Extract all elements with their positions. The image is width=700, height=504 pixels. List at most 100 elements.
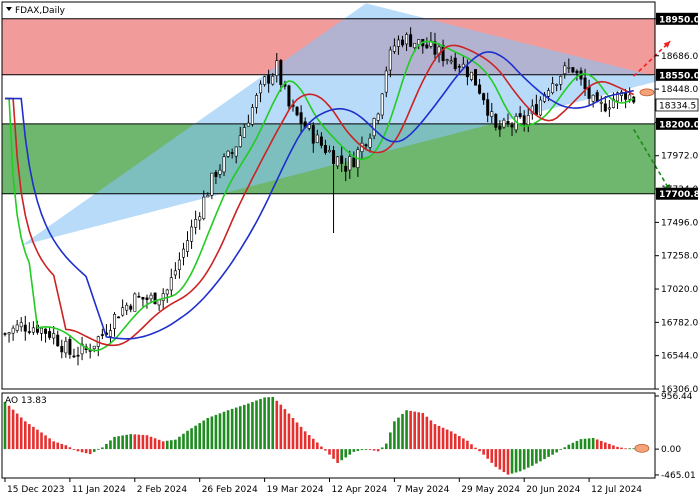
time-axis: 15 Dec 2023 11 Jan 2024 2 Feb 2024 26 Feb 2… (4, 478, 642, 495)
candle-body (518, 113, 522, 118)
ao-bar (352, 449, 356, 452)
ao-bar (56, 442, 60, 450)
ao-bar (364, 449, 368, 450)
candle-body (238, 135, 242, 147)
candle-body (129, 305, 133, 310)
level-badge-label: 18950.0 (659, 15, 700, 25)
price-tick-label: 16306.0 (661, 385, 698, 395)
ao-bar (518, 449, 522, 472)
ao-bar (157, 439, 161, 450)
ao-bar (36, 429, 39, 450)
candle-body (92, 345, 96, 349)
ao-bar (510, 449, 514, 474)
ao-bar (547, 449, 550, 457)
candle-body (478, 84, 482, 94)
candle-body (332, 150, 336, 165)
ao-bar (372, 449, 376, 451)
ao-bar (470, 444, 473, 450)
ao-bar (579, 439, 583, 450)
ao-bar (486, 449, 489, 459)
candle-body (611, 98, 615, 108)
candle-body (52, 333, 56, 339)
ao-bar (316, 442, 319, 450)
ma-line-0 (5, 40, 635, 352)
ao-bar (498, 449, 502, 470)
candle-body (486, 99, 490, 116)
ao-bar (267, 397, 270, 450)
candle-body (482, 93, 486, 101)
candle-body (117, 316, 121, 319)
candle-body (559, 75, 563, 85)
candle-body (108, 330, 112, 337)
candle-body (137, 295, 141, 298)
ao-bar (429, 420, 433, 450)
candle-body (348, 156, 352, 171)
ao-bar (543, 449, 546, 460)
ao-axis: 956.44 0.00 -465.01 (655, 392, 696, 481)
candle-body (405, 34, 409, 45)
candle-body (461, 63, 465, 68)
candle-body (226, 150, 230, 157)
candle-body (344, 165, 348, 172)
candle-body (181, 248, 185, 258)
candle-body (145, 297, 149, 300)
time-tick-label: 26 Feb 2024 (202, 485, 258, 495)
ao-bar (174, 439, 177, 450)
candle-body (599, 101, 603, 104)
candle-body (413, 42, 417, 48)
time-tick-label: 12 Apr 2024 (332, 485, 388, 495)
candle-body (453, 57, 457, 70)
price-tick-label: 18448.0 (661, 85, 698, 95)
candle-body (186, 240, 190, 252)
ao-bar (397, 417, 400, 450)
candle-body (587, 86, 591, 99)
time-tick-label: 29 May 2024 (461, 485, 520, 495)
ao-bar (149, 436, 153, 450)
ao-bar (401, 413, 404, 450)
ao-bar (202, 420, 206, 450)
ao-bar (376, 449, 380, 452)
candle-body (299, 112, 303, 125)
candle-body (15, 324, 19, 331)
ao-bar (559, 449, 563, 450)
forecast-up-line (633, 40, 671, 77)
candle-body (555, 84, 559, 86)
ao-bar (125, 434, 128, 450)
ao-bar (389, 432, 392, 450)
ao-bar (320, 446, 323, 450)
candle-body (149, 294, 153, 300)
ao-bar (19, 417, 23, 450)
candle-body (352, 157, 356, 168)
ao-bar (462, 438, 465, 450)
candle-body (551, 83, 555, 94)
forecast-up-arrowhead (663, 41, 671, 48)
title-dropdown-icon[interactable] (6, 7, 12, 11)
candle-body (364, 144, 368, 147)
candle-body (327, 150, 331, 153)
ao-bar (243, 404, 246, 450)
candle-body (506, 120, 510, 124)
ao-bar (405, 410, 408, 450)
candle-body (7, 332, 11, 335)
ao-bar (522, 449, 526, 470)
candle-body (56, 334, 60, 347)
level-badge (656, 187, 698, 200)
candle-body (575, 70, 579, 74)
candle-body (465, 66, 469, 78)
triangle-pattern (21, 3, 667, 246)
ao-bar (88, 449, 92, 455)
ao-bar (133, 434, 137, 450)
candle-body (380, 93, 384, 116)
ao-bar (214, 414, 218, 450)
ao-bar (234, 407, 238, 450)
candle-body (76, 354, 80, 357)
ao-bar (458, 436, 461, 450)
candle-body (392, 45, 396, 52)
ao-bar (531, 449, 534, 466)
candle-body (409, 34, 413, 47)
ao-bar (222, 411, 226, 450)
ao-bar (194, 425, 197, 450)
candle-body (474, 69, 478, 86)
candle-body (259, 83, 263, 94)
